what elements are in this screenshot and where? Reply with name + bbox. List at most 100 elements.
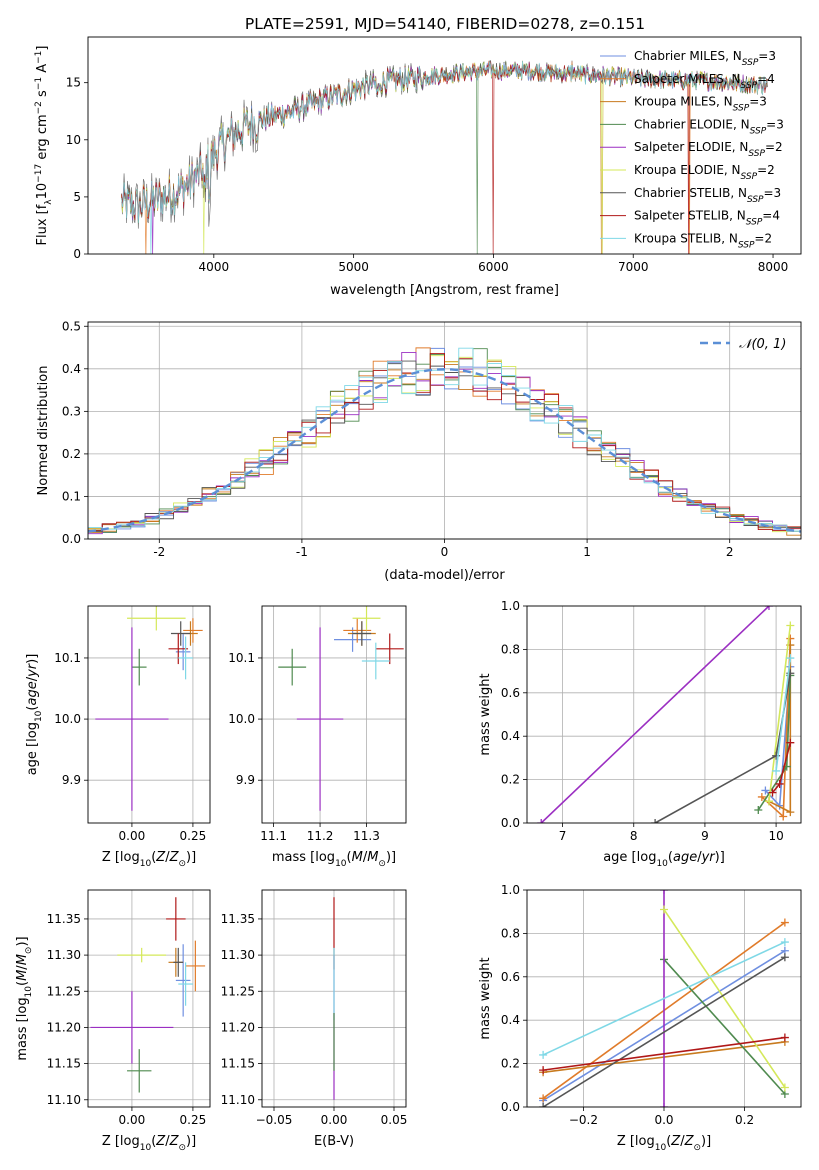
data-point-marker (768, 788, 777, 797)
figure-title: PLATE=2591, MJD=54140, FIBERID=0278, z=0… (245, 15, 645, 33)
series-line (663, 909, 786, 1088)
label-part: Chabrier MILES, N (634, 49, 742, 63)
data-point-marker (660, 890, 668, 894)
panel-age_vs_Z: 0.00 0.259.910.010.1Z [log10(Z/Z⊙)]age [l… (25, 605, 211, 869)
y-tick-label: 0.0 (62, 532, 81, 546)
axes-frame (87, 605, 211, 824)
label-part: ⊙ (24, 947, 34, 955)
spectrum-model-salpeter-elodie (121, 61, 768, 254)
spectrum-model-kroupa-stelib (121, 60, 768, 254)
label-part: Z (155, 1134, 166, 1149)
x-tick-label: 11.1 (260, 829, 287, 843)
panel-mass_vs_Z: 0.00 0.25 11.10 11.15 11.20 11.25 11.30 11.35 Z … (15, 889, 211, 1153)
data-point-marker (651, 819, 660, 823)
label-part: Z [log (102, 1134, 140, 1149)
label-part: =3 (749, 95, 767, 109)
x-tick-label: 0.2 (735, 1113, 754, 1127)
y-axis-label: mass weight (478, 673, 493, 755)
data-point-marker (539, 1066, 548, 1075)
label-part: =3 (764, 186, 782, 200)
x-tick-label: 0.25 (180, 829, 207, 843)
label-part: Z (169, 1134, 180, 1149)
x-tick-label: 0.00 (321, 1113, 348, 1127)
label-part: ( (15, 981, 30, 986)
label-part: SSP (742, 58, 759, 68)
y-tick-label: 1.0 (501, 883, 520, 897)
y-tick-label: 10.1 (54, 651, 81, 665)
label-part: 10 (335, 859, 347, 869)
label-part: SSP (741, 172, 758, 182)
label-part: / (165, 1134, 170, 1149)
label-part: M (15, 954, 30, 965)
label-part: / (165, 850, 170, 865)
axes-frame (526, 605, 802, 824)
label-part: 10 (34, 710, 44, 722)
y-tick-label: 0.2 (62, 447, 81, 461)
y-tick-label: 11.30 (47, 948, 81, 962)
label-part: SSP (747, 195, 764, 205)
y-tick-label: 15 (66, 76, 81, 90)
label-part: / (697, 850, 702, 865)
label-part: −2 (34, 101, 44, 114)
y-tick-label: 9.9 (236, 773, 255, 787)
label-part: −1 (34, 51, 44, 64)
data-point-marker (786, 621, 795, 630)
y-tick-label: 0.8 (501, 642, 520, 656)
data-point-marker (761, 786, 770, 795)
x-tick-label: 0.00 (119, 1113, 146, 1127)
y-tick-label: 0.4 (501, 729, 520, 743)
axes-frame (526, 889, 802, 1108)
label-part: ( (151, 1134, 156, 1149)
data-point-marker (775, 779, 784, 788)
axes-frame (261, 889, 407, 1108)
label-part: −17 (34, 164, 44, 183)
label-part: ⊙ (378, 859, 386, 869)
y-tick-label: 10.0 (228, 712, 255, 726)
label-part: age (673, 850, 697, 865)
y-tick-label: 0.6 (501, 686, 520, 700)
series-line (540, 606, 770, 823)
label-part: Salpeter ELODIE, N (634, 140, 748, 154)
label-part: erg cm (35, 114, 50, 163)
label-part: mass [log (272, 850, 335, 865)
y-tick-label: 1.0 (501, 599, 520, 613)
data-point-marker (780, 1033, 789, 1042)
label-part: Z [log (617, 1134, 655, 1149)
label-part: ⊙ (178, 859, 186, 869)
plot-area-mass_vs_Z (90, 897, 206, 1093)
legend-label: Kroupa ELODIE, NSSP=2 (634, 163, 775, 182)
data-point-marker (780, 918, 789, 927)
label-part: 10 (140, 1143, 152, 1153)
data-point-marker (779, 812, 788, 821)
label-part: Salpeter MILES, N (634, 72, 741, 86)
data-point-marker (786, 654, 795, 663)
label-part: )] (15, 936, 30, 946)
x-tick-label: 1 (583, 545, 591, 559)
data-point-marker (786, 808, 795, 817)
y-tick-label: 11.15 (47, 1057, 81, 1071)
panel-spectrum: 4000 5000 6000 7000 8000 0 5 10 15 wavelength [An… (34, 36, 802, 298)
label-part: M (15, 970, 30, 981)
y-tick-label: 11.15 (221, 1057, 255, 1071)
y-tick-label: 0.0 (501, 1100, 520, 1114)
y-tick-label: 11.35 (221, 912, 255, 926)
label-part: ( (666, 1134, 671, 1149)
x-tick-label: 10 (768, 829, 783, 843)
y-tick-label: 11.25 (47, 984, 81, 998)
label-part: 10 (24, 986, 34, 998)
y-tick-label: 0.2 (501, 1057, 520, 1071)
label-part: λ (44, 199, 54, 205)
plot-area-weight_vs_age (537, 606, 795, 823)
data-point-marker (780, 1083, 789, 1092)
x-tick-label: 5000 (338, 260, 369, 274)
x-axis-label: E(B-V) (314, 1134, 354, 1149)
y-tick-label: 0.3 (62, 404, 81, 418)
label-part: A (35, 64, 50, 77)
panel-residuals: -2 -1 0 1 2 0.0 0.1 0.2 0.3 0.4 0.5 (data-model)/er… (36, 319, 802, 583)
legend-label: Kroupa STELIB, NSSP=2 (634, 231, 772, 250)
label-part: mass [log (15, 997, 30, 1060)
label-part: ⊙ (693, 1143, 701, 1153)
